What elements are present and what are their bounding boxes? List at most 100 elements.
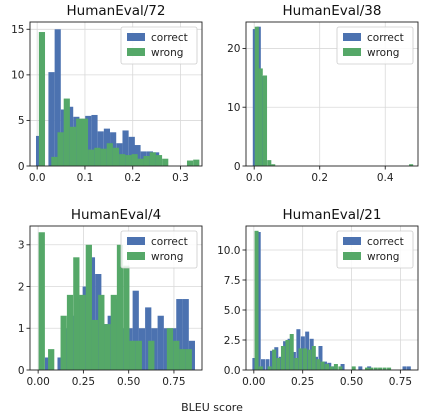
- bar-wrong: [369, 367, 374, 370]
- bar-correct: [85, 115, 92, 166]
- legend-label-wrong: wrong: [151, 47, 183, 59]
- bar-correct: [287, 338, 292, 370]
- axes-frame: [245, 21, 419, 167]
- bar-correct: [145, 307, 152, 370]
- bar-wrong: [91, 319, 99, 370]
- y-tick-label: 0.0: [224, 365, 241, 377]
- bar-wrong: [320, 361, 325, 370]
- series-wrong: [38, 232, 192, 370]
- panels: 0.0 0.1 0.2 0.3051015HumanEval/72correctwro…: [11, 3, 419, 388]
- bar-correct: [48, 72, 55, 166]
- bar-correct: [261, 359, 266, 370]
- bar-wrong: [186, 160, 194, 166]
- bar-correct: [128, 136, 135, 166]
- bar-wrong: [100, 148, 107, 166]
- bar-wrong: [60, 315, 67, 370]
- bar-wrong: [173, 340, 180, 370]
- bar-wrong: [116, 244, 124, 370]
- bar-wrong: [94, 147, 101, 166]
- bar-wrong: [298, 348, 303, 370]
- bar-correct: [402, 366, 407, 370]
- bar-wrong: [66, 294, 74, 370]
- bar-correct: [305, 331, 310, 370]
- bar-wrong: [148, 340, 155, 370]
- bar-wrong: [364, 367, 369, 370]
- bar-correct: [358, 366, 363, 370]
- x-tick-label: 0.50: [117, 376, 140, 388]
- y-tick-label: 10: [227, 102, 240, 114]
- bar-wrong: [76, 118, 83, 166]
- y-tick-label: 0: [18, 161, 25, 173]
- legend-swatch-correct: [343, 33, 361, 41]
- bar-wrong: [311, 346, 316, 370]
- bar-wrong: [79, 294, 86, 370]
- y-tick-label: 0: [234, 161, 241, 173]
- bar-correct: [300, 336, 305, 370]
- bar-wrong: [325, 364, 330, 370]
- x-tick-label: 0.3: [172, 172, 189, 184]
- y-tick-label: 3: [18, 240, 25, 252]
- legend-label-correct: correct: [151, 32, 188, 44]
- x-tick-label: 0.00: [26, 376, 49, 388]
- panel-2: 0.0 0.2 0.4 0 10 20 HumanEval/38 correct wrong: [227, 3, 419, 184]
- axes-frame: [245, 225, 419, 371]
- bar-correct: [331, 366, 336, 370]
- bar-wrong: [110, 294, 117, 370]
- bar-wrong: [329, 366, 334, 370]
- bar-wrong: [316, 359, 321, 370]
- y-tick-label: 2: [18, 281, 25, 293]
- panel-title: HumanEval/21: [283, 207, 382, 223]
- x-tick-label: 0.2: [311, 172, 328, 184]
- legend: correct wrong: [336, 26, 414, 65]
- bar-wrong: [119, 154, 126, 166]
- bar-correct: [132, 290, 139, 370]
- bar-wrong: [294, 358, 299, 370]
- bar-correct: [157, 315, 164, 370]
- bar-correct: [296, 329, 301, 370]
- x-tick-label: 0.50: [340, 376, 363, 388]
- panel-4: 0.00 0.25 0.50 0.75 0.0 2.5 5.0 7.5 10.0 HumanEva…: [217, 207, 419, 388]
- bar-wrong: [63, 98, 70, 166]
- legend-label-correct: correct: [367, 32, 404, 44]
- bar-wrong: [131, 154, 138, 166]
- y-tick-label: 10.0: [217, 245, 240, 257]
- legend-swatch-correct: [127, 33, 145, 41]
- panel-title: HumanEval/4: [71, 207, 161, 223]
- bar-wrong: [271, 164, 276, 166]
- bar-wrong: [73, 257, 80, 370]
- bar-correct: [340, 364, 345, 370]
- bar-correct: [322, 361, 327, 370]
- bar-wrong: [51, 156, 58, 166]
- bar-wrong: [135, 340, 142, 370]
- bar-wrong: [258, 68, 263, 166]
- bar-wrong: [81, 118, 89, 166]
- bar-correct: [283, 341, 288, 370]
- bar-wrong: [38, 232, 45, 370]
- x-tick-label: 0.2: [124, 172, 141, 184]
- bar-correct: [406, 366, 411, 370]
- bar-wrong: [112, 147, 120, 166]
- x-tick-label: 0.75: [389, 376, 412, 388]
- bar-correct: [274, 347, 279, 370]
- bar-wrong: [267, 160, 272, 166]
- bar-wrong: [373, 367, 378, 370]
- legend: correct wrong: [336, 230, 414, 269]
- panel-3: 0.00 0.25 0.50 0.75 0 1 2 3 HumanEval/4 correct wr…: [18, 207, 203, 388]
- bar-wrong: [69, 126, 77, 166]
- bar-wrong: [166, 328, 174, 370]
- x-tick-label: 0.25: [72, 376, 95, 388]
- bar-wrong: [351, 366, 356, 370]
- bar-wrong: [137, 158, 144, 166]
- bar-wrong: [98, 294, 105, 370]
- y-tick-label: 0: [18, 365, 25, 377]
- legend-swatch-wrong: [343, 48, 361, 56]
- series-wrong: [254, 230, 392, 370]
- bar-wrong: [88, 149, 95, 166]
- bar-wrong: [254, 26, 259, 166]
- bar-wrong: [162, 158, 169, 166]
- legend-swatch-wrong: [127, 48, 145, 56]
- legend-swatch-wrong: [127, 252, 145, 260]
- bar-wrong: [48, 349, 55, 370]
- y-tick-label: 5: [18, 115, 25, 127]
- bar-wrong: [387, 367, 392, 370]
